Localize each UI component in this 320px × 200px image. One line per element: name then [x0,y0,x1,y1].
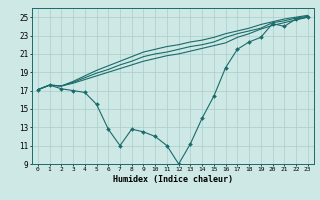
X-axis label: Humidex (Indice chaleur): Humidex (Indice chaleur) [113,175,233,184]
